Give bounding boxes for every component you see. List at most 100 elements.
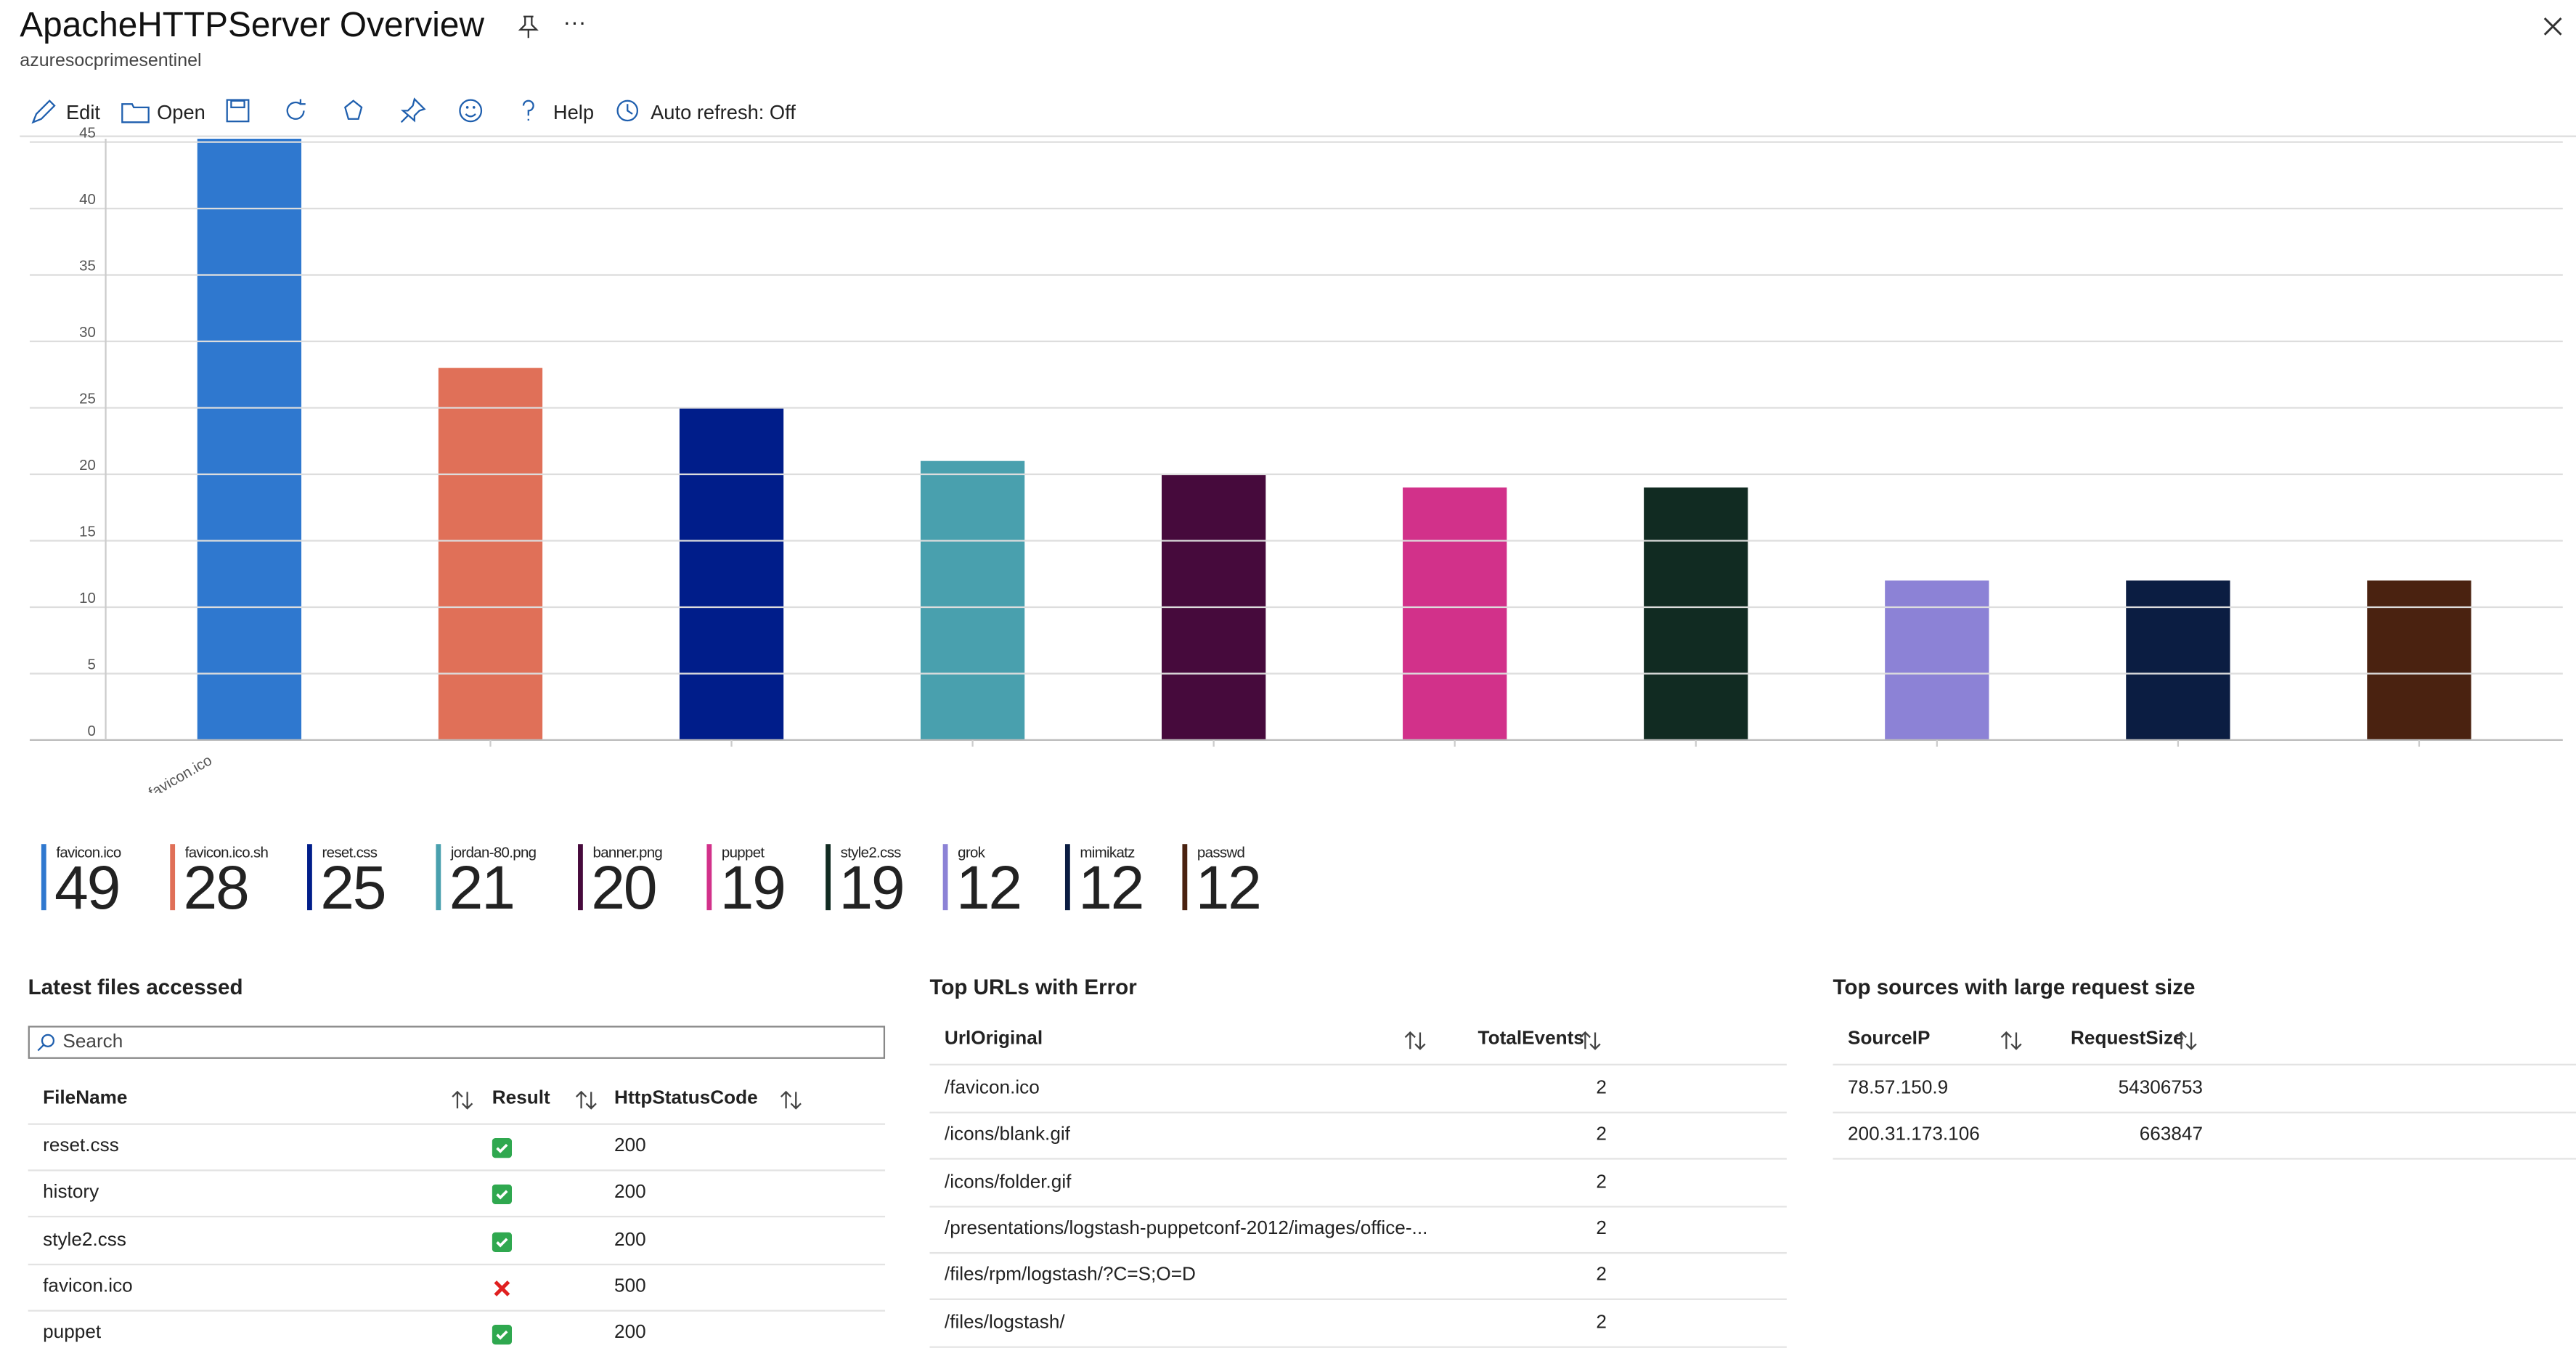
tile-value: 19 (839, 853, 905, 922)
column-header[interactable]: UrlOriginal (944, 1028, 1043, 1049)
tile-label: favicon.ico.sh (184, 844, 269, 861)
bar (1644, 487, 1748, 740)
toolbar-divider (20, 135, 2576, 137)
bar (679, 407, 784, 740)
share-icon[interactable] (341, 97, 367, 123)
cell: 200.31.173.106 (1848, 1125, 1980, 1145)
cell: 2 (1596, 1265, 1607, 1286)
y-tick-label: 10 (79, 590, 96, 606)
row-divider (28, 1310, 886, 1312)
edit-icon[interactable] (30, 99, 56, 125)
row-divider (1833, 1111, 2576, 1113)
bar (2126, 580, 2230, 740)
bar (920, 460, 1025, 740)
y-tick-label: 25 (79, 391, 96, 407)
tile-color-bar (307, 844, 312, 911)
sort-icon[interactable] (1403, 1029, 1427, 1050)
cell: puppet (43, 1323, 102, 1344)
auto-refresh-icon[interactable] (614, 97, 640, 123)
column-header[interactable]: FileName (43, 1088, 128, 1109)
auto-refresh-button[interactable]: Auto refresh: Off (651, 100, 796, 124)
bar (438, 368, 543, 740)
cell: 2 (1596, 1125, 1607, 1145)
cell: 78.57.150.9 (1848, 1079, 1949, 1099)
tile-value: 28 (183, 853, 249, 922)
cell: 2 (1596, 1312, 1607, 1333)
tile-color-bar (706, 844, 712, 911)
cell: 500 (614, 1276, 646, 1297)
column-header[interactable]: HttpStatusCode (614, 1088, 758, 1109)
row-divider (929, 1063, 1787, 1065)
success-icon (492, 1230, 513, 1252)
column-header[interactable]: SourceIP (1848, 1028, 1931, 1049)
y-tick-label: 0 (88, 723, 96, 739)
bar-chart: 0 5 10 15 20 25 30 35 40 45 favicon.ico (29, 125, 2563, 793)
x-tick-label: favicon.ico (146, 752, 215, 793)
edit-button[interactable]: Edit (65, 100, 101, 124)
tile-value: 12 (955, 853, 1022, 922)
open-button[interactable]: Open (157, 100, 205, 124)
sort-icon[interactable] (1578, 1029, 1602, 1050)
help-button[interactable]: Help (553, 100, 595, 124)
sort-icon[interactable] (574, 1089, 598, 1110)
cell: /presentations/logstash-puppetconf-2012/… (944, 1219, 1428, 1239)
feedback-icon[interactable] (457, 97, 484, 123)
success-icon (492, 1323, 513, 1345)
failure-icon (492, 1277, 512, 1296)
row-divider (929, 1205, 1787, 1207)
column-header[interactable]: Result (492, 1088, 550, 1109)
y-tick-label: 40 (79, 191, 96, 208)
tile-label: mimikatz (1080, 844, 1135, 861)
search-icon (36, 1031, 56, 1052)
sort-icon[interactable] (779, 1089, 802, 1110)
row-divider (929, 1299, 1787, 1301)
row-divider (28, 1216, 886, 1218)
help-icon[interactable] (517, 97, 540, 123)
refresh-icon[interactable] (282, 97, 309, 123)
tile-color-bar (1064, 844, 1070, 911)
cell: /files/rpm/logstash/?C=S;O=D (944, 1265, 1196, 1286)
y-tick-label: 30 (79, 324, 96, 341)
row-divider (1833, 1158, 2576, 1161)
cell: 54306753 (2118, 1079, 2203, 1099)
tile-color-bar (1182, 844, 1188, 911)
column-header[interactable]: RequestSize (2071, 1028, 2184, 1049)
sort-icon[interactable] (2174, 1029, 2198, 1050)
y-tick-label: 20 (79, 457, 96, 474)
cell: 200 (614, 1136, 646, 1157)
tile-color-bar (578, 844, 583, 911)
save-icon[interactable] (224, 97, 250, 123)
close-button[interactable] (2540, 13, 2566, 39)
section-title: Top URLs with Error (929, 974, 1137, 999)
sort-icon[interactable] (451, 1089, 474, 1110)
tile-value: 12 (1078, 853, 1144, 922)
pin-toolbar-icon[interactable] (399, 97, 426, 123)
bar (2367, 580, 2471, 740)
tile-label: reset.css (322, 844, 378, 861)
more-icon[interactable]: ··· (563, 8, 587, 35)
row-divider (929, 1158, 1787, 1161)
cell: /files/logstash/ (944, 1312, 1065, 1333)
row-divider (1833, 1063, 2576, 1065)
column-header[interactable]: TotalEvents (1477, 1028, 1584, 1049)
y-tick-label: 5 (88, 656, 96, 673)
tile-value: 20 (591, 853, 657, 922)
cell: history (43, 1183, 99, 1203)
sort-icon[interactable] (2000, 1029, 2023, 1050)
cell: 2 (1596, 1079, 1607, 1099)
row-divider (929, 1251, 1787, 1254)
search-placeholder: Search (62, 1032, 123, 1052)
tile-color-bar (942, 844, 948, 911)
cell: 200 (614, 1323, 646, 1344)
open-icon[interactable] (121, 99, 150, 125)
row-divider (929, 1345, 1787, 1347)
cell: style2.css (43, 1230, 126, 1250)
section-title: Top sources with large request size (1833, 974, 2196, 999)
tile-color-bar (170, 844, 176, 911)
success-icon (492, 1183, 513, 1205)
cell: /icons/blank.gif (944, 1125, 1070, 1145)
search-box[interactable] (28, 1026, 886, 1059)
pin-icon[interactable] (515, 13, 542, 39)
